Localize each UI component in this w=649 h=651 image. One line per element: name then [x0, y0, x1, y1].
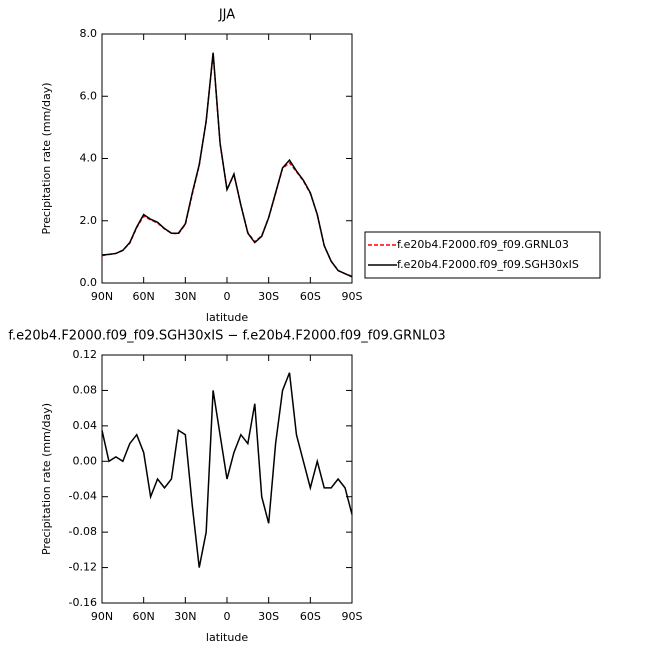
x-axis-label: latitude — [206, 631, 248, 644]
y-tick-label: 0.0 — [80, 276, 98, 289]
y-tick-label: 0.08 — [73, 383, 98, 396]
x-tick-label: 60S — [300, 290, 321, 303]
x-tick-label: 30N — [174, 290, 196, 303]
x-tick-label: 60N — [133, 290, 155, 303]
plot-frame — [101, 33, 353, 284]
data-line — [101, 372, 353, 568]
y-tick-label: -0.16 — [69, 596, 97, 609]
x-tick-label: 90N — [91, 290, 113, 303]
x-tick-label: 90S — [342, 610, 363, 623]
y-tick-label: 8.0 — [80, 27, 98, 40]
y-tick-label: 4.0 — [80, 152, 98, 165]
y-axis-label: Precipitation rate (mm/day) — [40, 403, 53, 555]
chart-title: f.e20b4.F2000.f09_f09.SGH30xIS − f.e20b4… — [8, 329, 445, 344]
y-tick-label: 0.12 — [73, 348, 98, 361]
y-tick-label: -0.04 — [69, 490, 97, 503]
x-tick-label: 60S — [300, 610, 321, 623]
x-tick-label: 90N — [91, 610, 113, 623]
y-tick-label: 0.00 — [73, 454, 98, 467]
y-tick-label: 0.04 — [73, 419, 98, 432]
x-tick-label: 30N — [174, 610, 196, 623]
legend-label: f.e20b4.F2000.f09_f09.GRNL03 — [397, 238, 569, 251]
chart-title: JJA — [218, 8, 235, 23]
x-tick-label: 0 — [224, 290, 231, 303]
plot-frame — [101, 354, 353, 604]
x-tick-label: 30S — [258, 290, 279, 303]
x-tick-label: 60N — [133, 610, 155, 623]
y-tick-label: 6.0 — [80, 89, 98, 102]
x-tick-label: 90S — [342, 290, 363, 303]
y-tick-label: -0.08 — [69, 525, 97, 538]
x-axis-label: latitude — [206, 311, 248, 324]
legend-box — [364, 231, 601, 279]
x-tick-label: 30S — [258, 610, 279, 623]
y-tick-label: -0.12 — [69, 561, 97, 574]
x-tick-label: 0 — [224, 610, 231, 623]
y-axis-label: Precipitation rate (mm/day) — [40, 82, 53, 234]
legend-label: f.e20b4.F2000.f09_f09.SGH30xIS — [397, 258, 579, 271]
y-tick-label: 2.0 — [80, 214, 98, 227]
data-line — [101, 53, 353, 277]
data-line — [101, 52, 353, 278]
